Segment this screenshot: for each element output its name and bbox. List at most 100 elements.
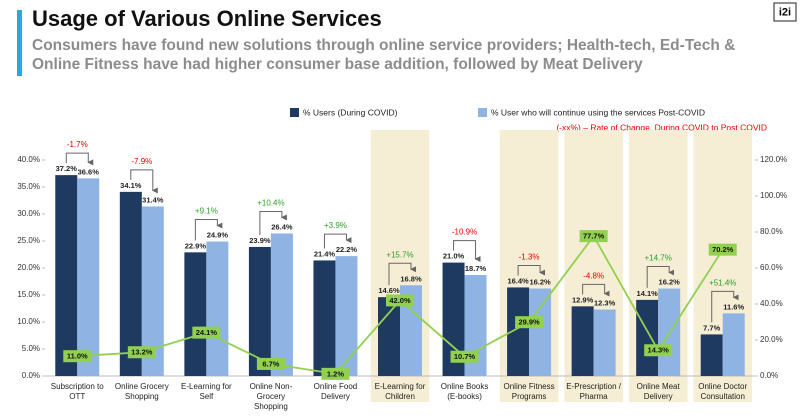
bar [313, 260, 336, 376]
y-tick-label: 35.0% [17, 182, 40, 191]
bar [55, 175, 78, 376]
change-label: +10.4% [257, 199, 284, 208]
bar-value-label: 24.9% [207, 231, 229, 240]
line-label-box [256, 357, 285, 370]
bar [593, 309, 616, 376]
bar-value-label: 21.0% [443, 252, 465, 261]
line-label-box [579, 230, 608, 243]
y-tick-label: 15.0% [17, 290, 40, 299]
logo: i2i [779, 6, 791, 18]
y2-tick-label: 0.0% [760, 371, 778, 380]
bar-value-label: 22.9% [185, 241, 207, 250]
x-tick-label: Online Books (E-books) [440, 382, 489, 401]
y2-tick-label: 60.0% [760, 263, 783, 272]
x-tick-label: Online Meat Delivery [636, 382, 680, 401]
line-label-box [450, 350, 479, 363]
x-tick-label: E-Learning for Self [181, 382, 232, 401]
legend-swatch [478, 108, 487, 117]
y-tick-label: 5.0% [22, 344, 40, 353]
chart-subtitle: Consumers have found new solutions throu… [32, 37, 736, 73]
bar-value-label: 26.4% [271, 222, 293, 231]
x-tick-label: E-Learning for Children [374, 382, 426, 401]
y2-tick-label: 20.0% [760, 335, 783, 344]
change-label: +9.1% [195, 207, 218, 216]
y-tick-label: 20.0% [17, 263, 40, 272]
bar [571, 306, 594, 376]
line-value-label: 24.1% [196, 328, 218, 337]
accent-bar [17, 10, 22, 76]
y-tick-label: 10.0% [17, 317, 40, 326]
legend-swatch [290, 108, 299, 117]
x-tick-label: Online Non-Grocery Shopping [249, 382, 293, 411]
change-bracket [517, 264, 546, 276]
chart-title: Usage of Various Online Services [32, 6, 382, 31]
x-tick-label: Online Grocery Shopping [114, 382, 169, 401]
y-tick-label: 25.0% [17, 236, 40, 245]
line-value-label: 10.7% [454, 352, 476, 361]
x-tick-label: E-Prescription / Pharma [566, 382, 621, 401]
change-bracket [388, 262, 416, 286]
change-bracket [646, 266, 675, 288]
x-tick-label: Online Doctor Consultation [698, 382, 748, 401]
bar [248, 246, 271, 376]
x-tick-label: Online Food Delivery [313, 382, 358, 401]
line-value-label: 13.2% [131, 348, 153, 357]
bar-value-label: 18.7% [465, 264, 487, 273]
bar-value-label: 37.2% [56, 164, 78, 173]
line-value-label: 77.7% [583, 232, 605, 241]
bar [77, 178, 100, 376]
change-bracket [194, 219, 223, 241]
bar [400, 285, 422, 376]
bar-value-label: 11.6% [723, 302, 744, 311]
line-label-box [192, 326, 221, 339]
bar-value-label: 21.4% [314, 249, 336, 258]
y2-tick-label: 120.0% [760, 155, 787, 164]
bar [378, 297, 400, 376]
y-tick-label: 30.0% [17, 209, 40, 218]
change-bracket [323, 233, 352, 249]
bar-value-label: 12.9% [572, 295, 594, 304]
change-label: +3.9% [324, 221, 347, 230]
bar-value-label: 16.8% [400, 274, 422, 283]
bar [335, 256, 358, 376]
line-label-box [321, 367, 350, 380]
bar [722, 313, 745, 376]
line-label-box [63, 350, 92, 363]
bar-value-label: 12.3% [594, 299, 616, 308]
line-value-label: 29.9% [518, 318, 540, 327]
line-value-label: 42.0% [389, 296, 411, 305]
bar [206, 241, 229, 376]
line-label-box [515, 316, 544, 329]
change-bracket [582, 283, 610, 297]
bar [141, 206, 164, 376]
line-value-label: 70.2% [712, 245, 734, 254]
logo-box [773, 2, 797, 22]
x-tick-label: Subscription to OTT [50, 382, 104, 401]
y-tick-label: 40.0% [17, 155, 40, 164]
line-label-box [386, 294, 414, 307]
bar-value-label: 23.9% [249, 236, 271, 245]
bar-value-label: 7.7% [703, 323, 720, 332]
line-value-label: 14.3% [648, 346, 670, 355]
line-label-box [127, 346, 156, 359]
y2-tick-label: 80.0% [760, 227, 783, 236]
bar-value-label: 14.1% [637, 289, 659, 298]
y2-tick-label: 100.0% [760, 191, 787, 200]
line-value-label: 1.2% [327, 369, 344, 378]
line-label-box [708, 243, 737, 256]
change-label: +15.7% [386, 250, 413, 259]
change-bracket [711, 290, 739, 323]
line-value-label: 11.0% [67, 352, 88, 361]
change-bracket [65, 152, 94, 166]
bar-value-label: 22.2% [336, 245, 358, 254]
bar [636, 299, 659, 376]
bar [184, 252, 207, 376]
bar [119, 191, 142, 376]
change-bracket [453, 240, 481, 263]
bar-value-label: 31.4% [142, 195, 164, 204]
change-label: -7.9% [131, 157, 152, 166]
note: (-xx%) – Rate of Change, During COVID to… [556, 122, 767, 132]
change-bracket [130, 169, 158, 194]
